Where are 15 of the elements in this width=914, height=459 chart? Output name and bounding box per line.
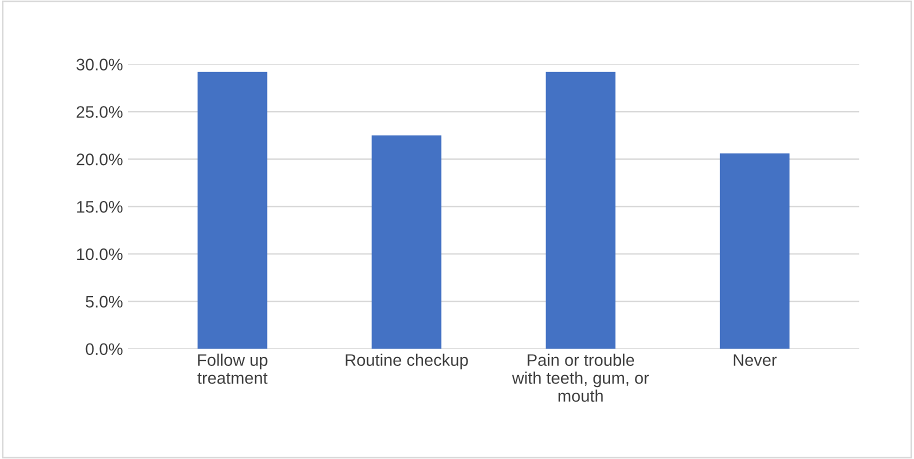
bar	[546, 72, 616, 349]
y-tick-label: 5.0%	[86, 296, 123, 308]
y-tick-label: 20.0%	[76, 154, 123, 166]
bar	[198, 72, 268, 349]
bar	[372, 135, 442, 349]
y-tick-label: 10.0%	[77, 248, 123, 260]
x-tick-label: Pain or trouble with teeth, gum, or mouth	[512, 354, 649, 402]
x-tick-label: Never	[734, 354, 777, 366]
y-tick-label: 25.0%	[76, 106, 123, 118]
x-tick-label: Follow up treatment	[197, 354, 268, 384]
bar	[720, 153, 790, 349]
x-tick-label: Routine checkup	[346, 354, 468, 370]
y-tick-label: 30.0%	[76, 58, 123, 70]
y-tick-label: 15.0%	[77, 200, 123, 213]
y-tick-label: 0.0%	[86, 343, 123, 356]
